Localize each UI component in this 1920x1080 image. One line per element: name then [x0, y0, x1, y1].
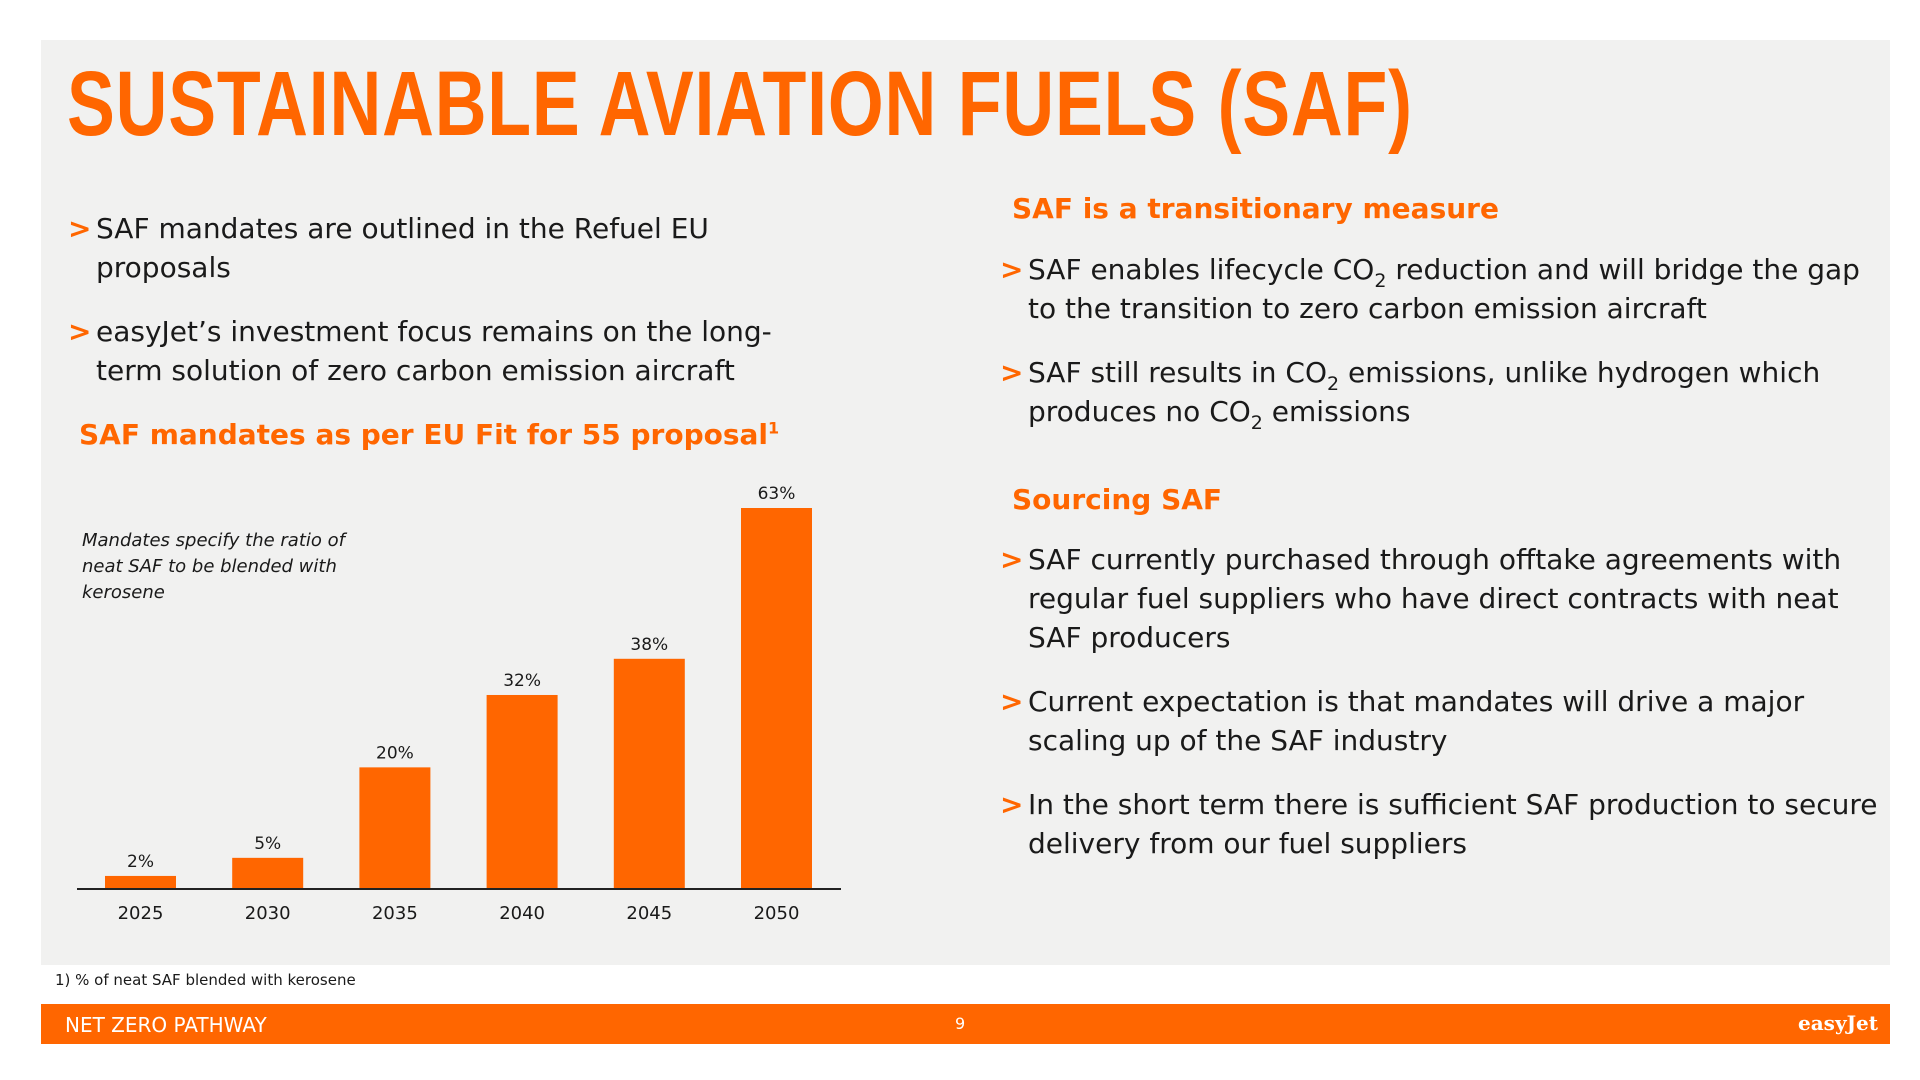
sourcing-bullet-list: > SAF currently purchased through offtak… — [1000, 540, 1880, 888]
bullet-marker: > — [1000, 543, 1024, 576]
bullet-item: > In the short term there is sufficient … — [1000, 785, 1880, 863]
content-panel — [41, 40, 1890, 965]
bullet-marker: > — [1000, 356, 1024, 389]
bullet-item: > SAF currently purchased through offtak… — [1000, 540, 1880, 657]
subscript: 2 — [1250, 412, 1263, 434]
footnote: 1) % of neat SAF blended with kerosene — [55, 971, 356, 989]
bullet-text: Current expectation is that mandates wil… — [1028, 685, 1805, 757]
subscript: 2 — [1374, 270, 1387, 292]
bullet-item: > Current expectation is that mandates w… — [1000, 682, 1880, 760]
bullet-item: > easyJet’s investment focus remains on … — [68, 312, 808, 390]
x-tick-label-2030: 2030 — [245, 903, 291, 924]
bullet-text: easyJet’s investment focus remains on th… — [96, 315, 772, 387]
bar-2035 — [359, 767, 431, 888]
bullet-text: SAF currently purchased through offtake … — [1028, 543, 1842, 654]
bullet-text-part: reduction and will bridge the gap to the… — [1028, 253, 1860, 325]
bullet-marker: > — [1000, 685, 1024, 718]
chart-note: Mandates specify the ratio of neat SAF t… — [82, 530, 345, 603]
bar-2050 — [741, 508, 812, 888]
x-tick-label-2035: 2035 — [372, 903, 418, 924]
x-tick-label-2040: 2040 — [499, 903, 545, 924]
bullet-marker: > — [1000, 253, 1024, 286]
subscript: 2 — [1326, 373, 1340, 395]
bullet-item: > SAF enables lifecycle CO2 reduction an… — [1000, 250, 1880, 328]
bullet-item: > SAF mandates are outlined in the Refue… — [68, 209, 808, 287]
chart-heading-text: SAF mandates as per EU Fit for 55 propos… — [79, 418, 769, 451]
data-label-2045: 38% — [630, 635, 668, 655]
footer-section-label: NET ZERO PATHWAY — [65, 1013, 267, 1037]
transitionary-bullet-list: > SAF enables lifecycle CO2 reduction an… — [1000, 250, 1880, 456]
bar-2045 — [613, 658, 685, 888]
bullet-marker: > — [68, 212, 92, 245]
x-tick-label-2050: 2050 — [754, 903, 800, 924]
chart-heading: SAF mandates as per EU Fit for 55 propos… — [79, 418, 779, 451]
data-label-2030: 5% — [254, 834, 281, 854]
bullet-text-part: emissions — [1262, 395, 1411, 428]
bullet-marker: > — [1000, 788, 1024, 821]
easyjet-logo: easyJet — [1798, 1011, 1878, 1035]
x-tick-label-2045: 2045 — [626, 903, 672, 924]
bullet-item: > SAF still results in CO2 emissions, un… — [1000, 353, 1880, 434]
data-label-2025: 2% — [127, 852, 154, 872]
footer-bar: NET ZERO PATHWAY 9 easyJet — [41, 1004, 1890, 1044]
page-number: 9 — [955, 1014, 966, 1033]
bullet-text-part: emissions, unlike hydrogen which produce… — [1028, 356, 1821, 428]
bar-2030 — [232, 857, 304, 888]
bullet-text-part: SAF enables lifecycle CO — [1028, 253, 1375, 286]
data-label-2040: 32% — [503, 671, 541, 691]
chart-heading-footnote-ref: 1 — [768, 418, 780, 438]
data-label-2035: 20% — [376, 743, 414, 763]
bullet-text: In the short term there is sufficient SA… — [1028, 788, 1878, 860]
bullet-marker: > — [68, 315, 92, 348]
data-label-2050: 63% — [758, 484, 796, 504]
bullet-text: SAF mandates are outlined in the Refuel … — [96, 212, 709, 284]
page-title: SUSTAINABLE AVIATION FUELS (SAF) — [67, 53, 1413, 155]
section-heading-sourcing: Sourcing SAF — [1012, 483, 1223, 516]
left-bullet-list: > SAF mandates are outlined in the Refue… — [68, 209, 808, 415]
bar-2025 — [105, 875, 176, 888]
bullet-text-part: SAF still results in CO — [1028, 356, 1327, 389]
bar-2040 — [486, 694, 558, 888]
section-heading-transitionary: SAF is a transitionary measure — [1012, 192, 1499, 225]
x-tick-label-2025: 2025 — [118, 903, 164, 924]
